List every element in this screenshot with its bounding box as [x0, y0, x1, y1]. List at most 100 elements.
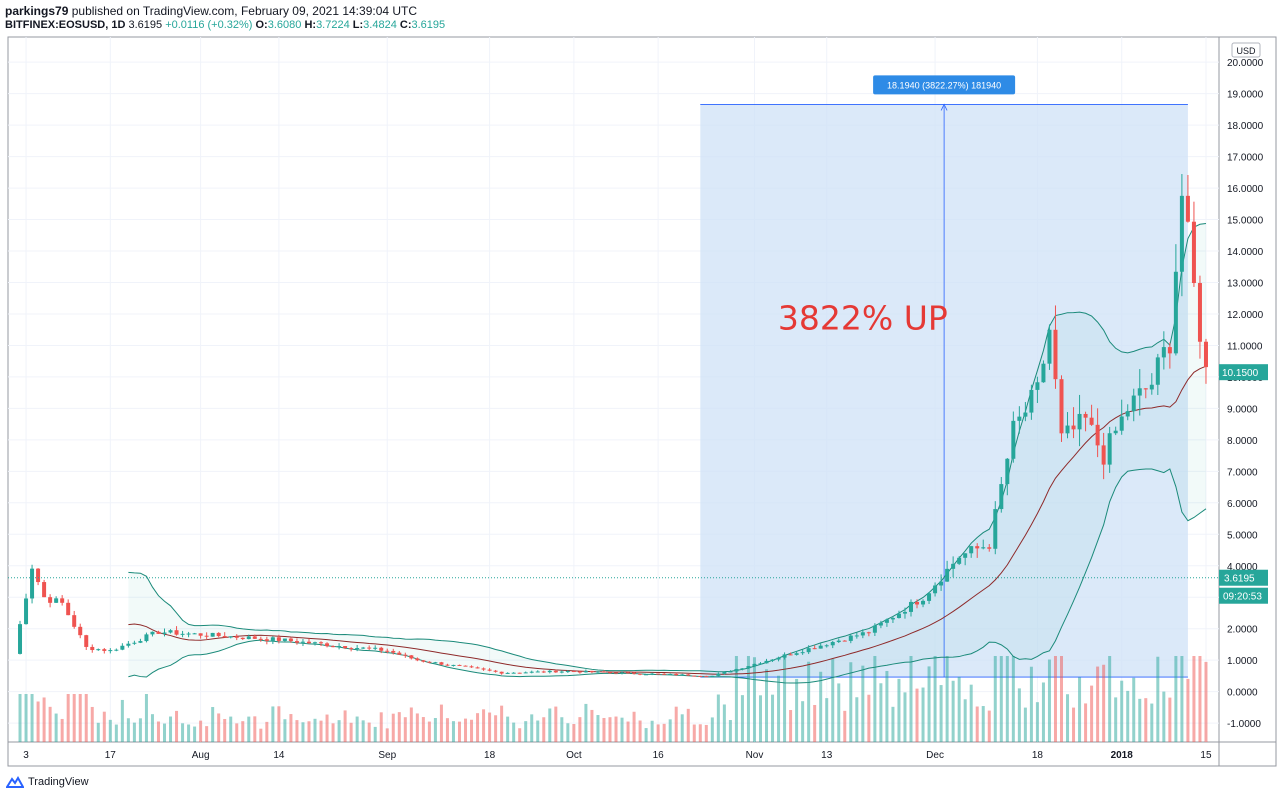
volume-bar	[175, 710, 179, 742]
volume-bar	[1041, 682, 1045, 742]
candle-body	[686, 674, 691, 676]
candle-body	[325, 643, 330, 647]
volume-bar	[24, 694, 28, 742]
candle-body	[469, 666, 474, 668]
brand-label[interactable]: TradingView	[28, 776, 89, 788]
volume-bar	[464, 718, 468, 742]
candle-body	[1071, 425, 1076, 430]
volume-bar	[698, 724, 702, 742]
volume-bar	[963, 699, 967, 742]
x-tick-label: Aug	[192, 750, 210, 761]
candle-body	[403, 654, 408, 656]
volume-bar	[1017, 688, 1021, 742]
volume-bar	[728, 720, 732, 742]
candle-body	[1119, 416, 1124, 431]
volume-bar	[30, 694, 34, 742]
volume-bar	[156, 721, 160, 742]
candle-body	[716, 673, 721, 676]
volume-bar	[319, 720, 323, 742]
candle-body	[896, 613, 901, 619]
candle-body	[1089, 417, 1094, 425]
volume-bar	[211, 707, 215, 742]
candle-body	[463, 665, 468, 667]
candle-body	[102, 649, 107, 651]
volume-bar	[1035, 702, 1039, 742]
candle-body	[752, 663, 757, 667]
candle-body	[355, 648, 360, 650]
candle-body	[343, 646, 348, 649]
volume-bar	[325, 714, 329, 742]
candle-body	[1161, 347, 1166, 358]
bollinger-lower	[128, 468, 1207, 684]
volume-bar	[909, 656, 913, 742]
volume-bar	[686, 708, 690, 742]
tradingview-logo-icon	[6, 776, 24, 788]
candle-body	[481, 668, 486, 670]
x-tick-label: Sep	[378, 750, 396, 761]
volume-bar	[1096, 666, 1100, 742]
price-range-label: 18.1940 (3822.27%) 181940	[887, 80, 1001, 90]
author-name[interactable]: parkings79	[5, 4, 69, 18]
x-tick-label: Nov	[746, 750, 764, 761]
volume-bar	[229, 716, 233, 742]
candle-body	[60, 598, 65, 603]
candle-body	[981, 547, 986, 549]
volume-bar	[849, 662, 853, 742]
volume-bar	[102, 711, 106, 742]
volume-bar	[120, 699, 124, 742]
volume-bar	[1005, 656, 1009, 742]
candle-body	[1059, 379, 1064, 434]
footer: TradingView	[6, 776, 89, 788]
volume-bar	[169, 716, 173, 742]
candle-body	[614, 672, 619, 674]
y-tick-label: 19.0000	[1227, 90, 1264, 101]
candle-body	[824, 645, 829, 647]
volume-bar	[969, 684, 973, 742]
volume-bar	[451, 721, 455, 742]
candle-body	[523, 672, 528, 674]
volume-bar	[271, 706, 275, 742]
volume-bar	[235, 723, 239, 742]
volume-bar	[975, 706, 979, 742]
volume-bar	[313, 718, 317, 742]
volume-bar	[758, 695, 762, 742]
countdown-tag	[1219, 587, 1268, 604]
x-tick-label: Oct	[566, 750, 582, 761]
volume-bar	[656, 724, 660, 742]
candle-body	[770, 659, 775, 661]
y-tick-label: 18.0000	[1227, 121, 1264, 132]
volume-bar	[789, 710, 793, 742]
candle-body	[1149, 384, 1154, 390]
candle-body	[258, 638, 263, 640]
candle-body	[1011, 420, 1016, 459]
volume-bar	[644, 728, 648, 742]
candle-body	[728, 671, 733, 673]
candle-body	[210, 632, 215, 637]
candle-body	[156, 631, 161, 634]
volume-bar	[1204, 661, 1208, 742]
candle-body	[626, 672, 631, 674]
candle-body	[313, 642, 318, 644]
volume-bar	[843, 710, 847, 742]
candle-body	[415, 658, 420, 661]
volume-bar	[1138, 698, 1142, 742]
candle-body	[969, 546, 974, 554]
volume-bar	[885, 670, 889, 742]
candle-body	[132, 642, 137, 644]
volume-bar	[1192, 656, 1196, 742]
candle-body	[884, 619, 889, 623]
candle-body	[54, 598, 59, 603]
close-label: C:	[399, 19, 412, 31]
candle-body	[240, 637, 245, 640]
candle-body	[445, 664, 450, 666]
volume-bar	[343, 710, 347, 742]
volume-bar	[144, 694, 148, 742]
candle-body	[1113, 430, 1118, 434]
volume-bar	[993, 656, 997, 742]
candle-body	[421, 660, 426, 662]
volume-bar	[873, 656, 877, 742]
candle-body	[1065, 425, 1070, 434]
volume-bar	[488, 712, 492, 742]
volume-bar	[181, 723, 185, 742]
